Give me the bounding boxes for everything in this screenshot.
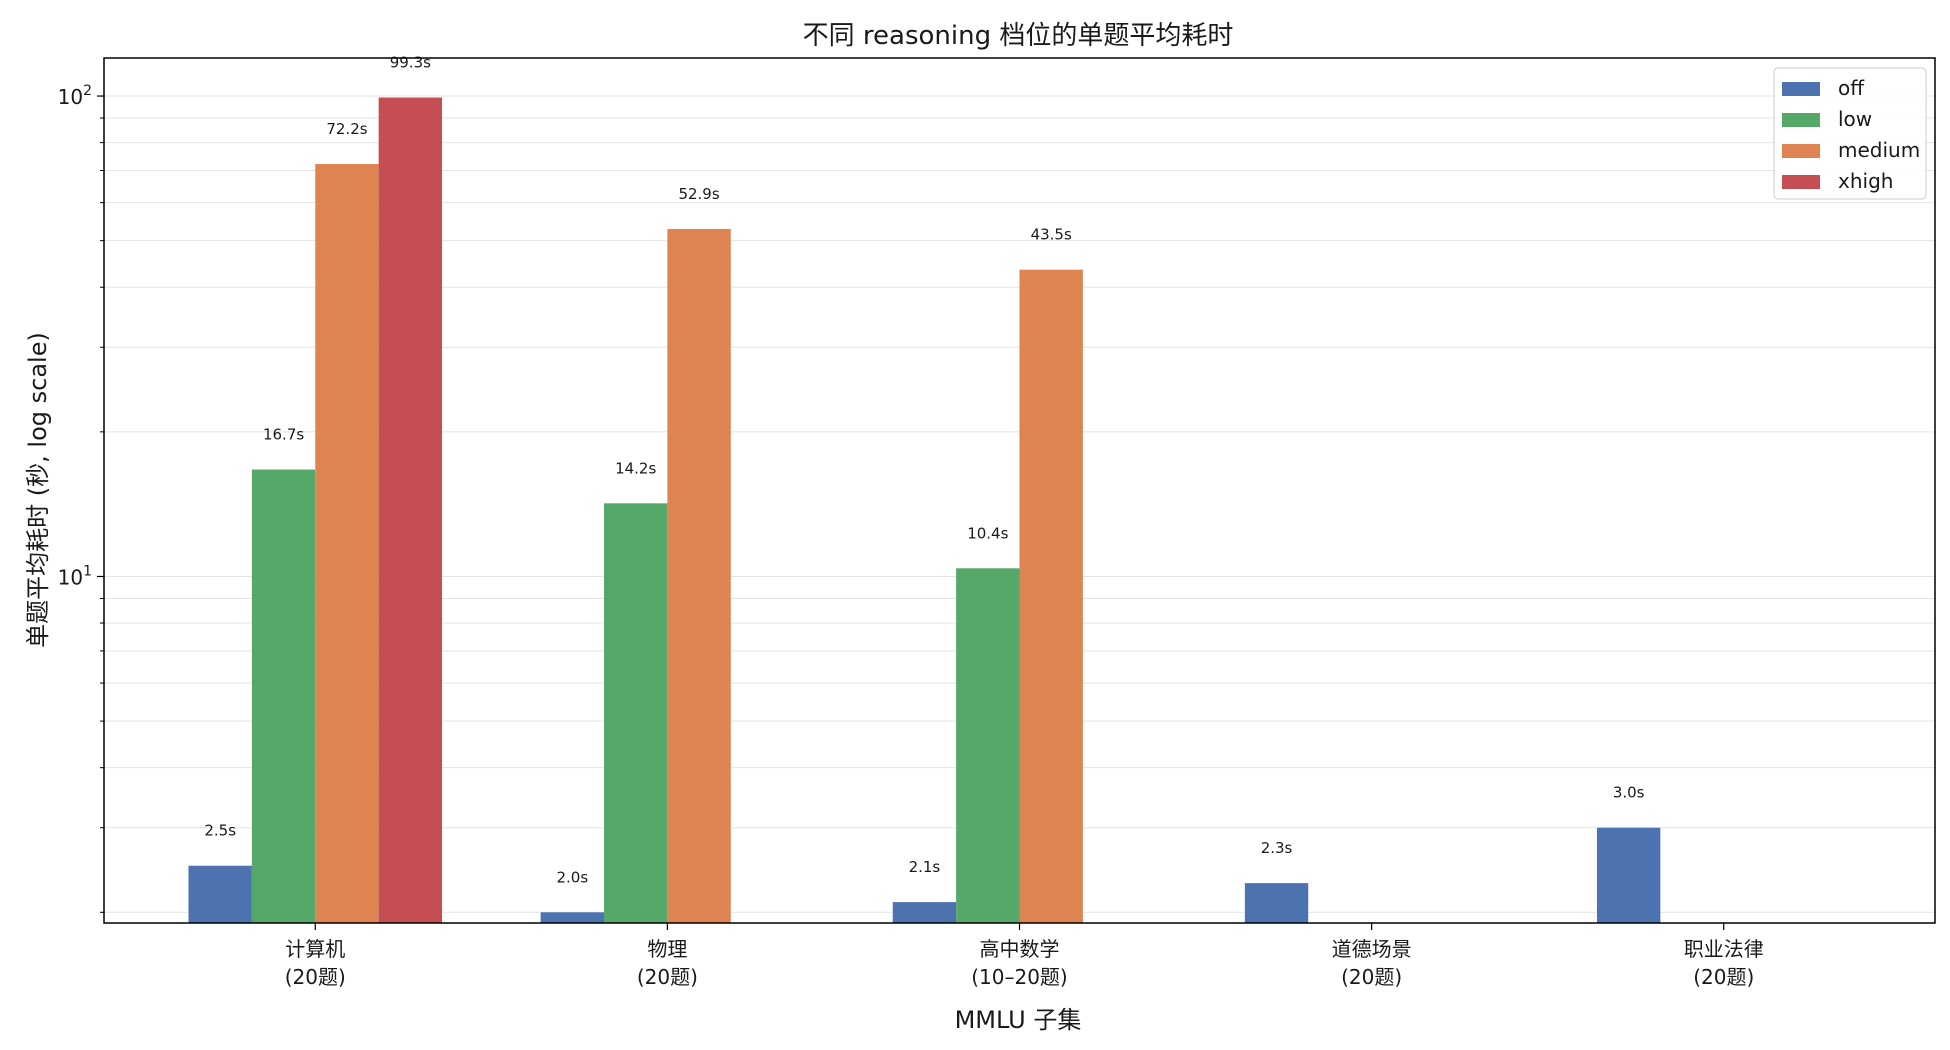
x-tick-sublabel: (20题) bbox=[285, 965, 346, 989]
legend-label-off: off bbox=[1838, 76, 1865, 100]
value-label: 43.5s bbox=[1031, 226, 1072, 244]
x-tick-sublabel: (20题) bbox=[637, 965, 698, 989]
value-label: 16.7s bbox=[263, 425, 304, 443]
x-tick-sublabel: (20题) bbox=[1341, 965, 1402, 989]
x-tick-label: 物理 bbox=[647, 937, 687, 961]
legend-label-medium: medium bbox=[1838, 138, 1920, 162]
value-label: 52.9s bbox=[678, 185, 719, 203]
x-tick-label: 计算机 bbox=[285, 937, 345, 961]
bar-medium bbox=[667, 228, 731, 924]
value-label: 2.1s bbox=[909, 858, 941, 876]
x-tick-label: 高中数学 bbox=[980, 937, 1060, 961]
value-label: 72.2s bbox=[326, 120, 367, 138]
bar-off bbox=[892, 902, 957, 923]
y-tick-label: 102 bbox=[58, 83, 92, 109]
chart-title: 不同 reasoning 档位的单题平均耗时 bbox=[803, 21, 1234, 51]
bar-low bbox=[956, 568, 1020, 923]
x-axis-ticks: 计算机 (20题) 物理 (20题) 高中数学 (10–20题) 道德场景 (20题) 职业法律… bbox=[285, 923, 1764, 989]
legend-swatch-low bbox=[1782, 113, 1820, 127]
value-label: 2.0s bbox=[556, 868, 588, 886]
bar-off bbox=[1244, 883, 1309, 923]
legend-swatch-medium bbox=[1782, 144, 1820, 158]
bar-off bbox=[188, 865, 252, 923]
bar-off bbox=[1596, 827, 1661, 923]
legend-label-low: low bbox=[1838, 107, 1872, 131]
value-label: 2.3s bbox=[1261, 839, 1293, 857]
x-tick-sublabel: (20题) bbox=[1693, 965, 1754, 989]
bars bbox=[188, 97, 1661, 924]
bar-medium bbox=[1019, 269, 1083, 923]
bar-medium bbox=[315, 164, 379, 923]
value-label: 3.0s bbox=[1613, 784, 1645, 802]
y-axis-label: 单题平均耗时 (秒, log scale) bbox=[24, 332, 52, 648]
y-tick-exponent: 1 bbox=[83, 563, 92, 579]
x-tick-sublabel: (10–20题) bbox=[971, 965, 1068, 989]
legend-swatch-xhigh bbox=[1782, 175, 1820, 189]
legend-box bbox=[1773, 67, 1927, 200]
value-label: 99.3s bbox=[390, 54, 431, 72]
bar-off bbox=[540, 912, 605, 923]
legend-swatch-off bbox=[1782, 82, 1820, 96]
x-tick-label: 道德场景 bbox=[1332, 937, 1412, 961]
y-tick-base: 10 bbox=[58, 565, 83, 589]
y-tick-label: 101 bbox=[58, 563, 92, 589]
legend-label-xhigh: xhigh bbox=[1838, 169, 1893, 193]
bar-low bbox=[604, 503, 668, 923]
value-label: 10.4s bbox=[967, 524, 1008, 542]
value-label: 2.5s bbox=[204, 822, 236, 840]
value-labels: 2.5s 16.7s 72.2s 99.3s 2.0s 14.2s 52.9s 2.1s 10.… bbox=[204, 54, 1644, 887]
bar-low bbox=[251, 469, 316, 923]
y-tick-exponent: 2 bbox=[83, 83, 92, 99]
value-label: 14.2s bbox=[615, 459, 656, 477]
x-axis-label: MMLU 子集 bbox=[955, 1006, 1082, 1034]
y-tick-base: 10 bbox=[58, 85, 83, 109]
legend: off low medium xhigh bbox=[1773, 67, 1927, 200]
bar-xhigh bbox=[378, 97, 443, 923]
x-tick-label: 职业法律 bbox=[1684, 937, 1764, 961]
